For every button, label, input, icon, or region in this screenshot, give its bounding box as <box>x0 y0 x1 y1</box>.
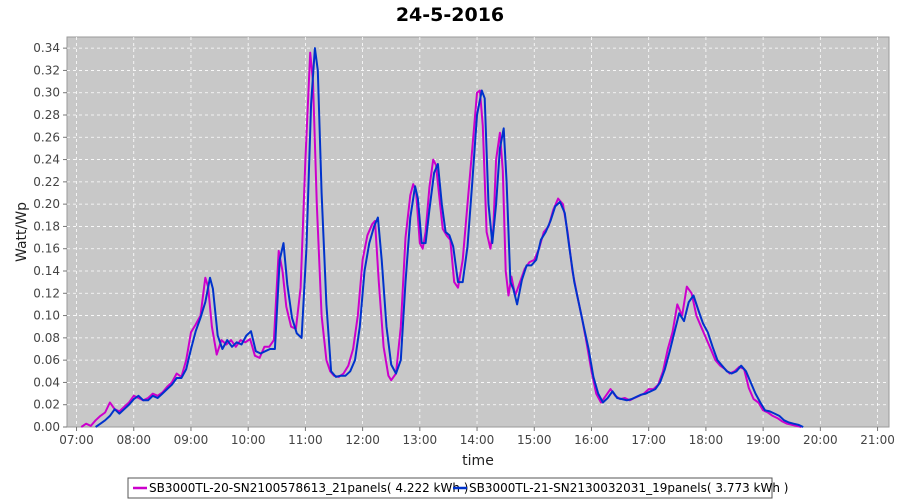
chart-title: 24-5-2016 <box>396 4 504 26</box>
grid-lines <box>67 37 889 427</box>
y-tick-label: 0.00 <box>33 420 60 434</box>
legend: SB3000TL-20-SN2100578613_21panels( 4.222… <box>127 477 788 499</box>
y-tick-label: 0.18 <box>33 219 60 233</box>
y-tick-label: 0.12 <box>33 286 60 300</box>
plot-area <box>66 36 890 428</box>
x-tick-label: 10:00 <box>231 433 266 447</box>
y-tick-label: 0.06 <box>33 353 60 367</box>
y-tick-label: 0.16 <box>33 242 60 256</box>
y-tick-label: 0.28 <box>33 108 60 122</box>
legend-entry-1: SB3000TL-21-SN2130032031_19panels( 3.773… <box>469 481 788 495</box>
x-tick-label: 19:00 <box>746 433 781 447</box>
y-tick-label: 0.34 <box>33 41 60 55</box>
x-tick-label: 15:00 <box>517 433 552 447</box>
legend-box <box>127 477 773 499</box>
x-axis-label: time <box>462 453 494 469</box>
y-tick-label: 0.20 <box>33 197 60 211</box>
y-tick-label: 0.32 <box>33 63 60 77</box>
x-tick-label: 12:00 <box>345 433 380 447</box>
y-tick-label: 0.22 <box>33 175 60 189</box>
y-axis-ticks: 0.00 0.02 0.04 0.06 0.08 0.10 0.12 0.14 0.16 0.18… <box>33 41 67 434</box>
x-tick-label: 20:00 <box>803 433 838 447</box>
y-tick-label: 0.08 <box>33 331 60 345</box>
y-tick-label: 0.04 <box>33 375 60 389</box>
x-tick-label: 18:00 <box>689 433 724 447</box>
x-tick-label: 07:00 <box>59 433 94 447</box>
y-axis-label: Watt/Wp <box>14 202 30 262</box>
series-line-1 <box>95 47 804 428</box>
y-tick-label: 0.30 <box>33 86 60 100</box>
x-tick-label: 16:00 <box>574 433 609 447</box>
y-tick-label: 0.14 <box>33 264 60 278</box>
y-tick-label: 0.02 <box>33 398 60 412</box>
x-axis-ticks: 07:00 08:00 09:00 10:00 11:00 12:00 13:00 14:00… <box>59 427 895 447</box>
x-tick-label: 13:00 <box>403 433 438 447</box>
x-tick-label: 11:00 <box>288 433 323 447</box>
x-tick-label: 21:00 <box>860 433 895 447</box>
y-tick-label: 0.24 <box>33 153 60 167</box>
x-tick-label: 14:00 <box>460 433 495 447</box>
x-tick-label: 17:00 <box>631 433 666 447</box>
legend-entry-0: SB3000TL-20-SN2100578613_21panels( 4.222… <box>149 481 468 495</box>
y-tick-label: 0.10 <box>33 309 60 323</box>
series-lines <box>80 47 804 428</box>
x-tick-label: 08:00 <box>116 433 151 447</box>
x-tick-label: 09:00 <box>174 433 209 447</box>
y-tick-label: 0.26 <box>33 130 60 144</box>
